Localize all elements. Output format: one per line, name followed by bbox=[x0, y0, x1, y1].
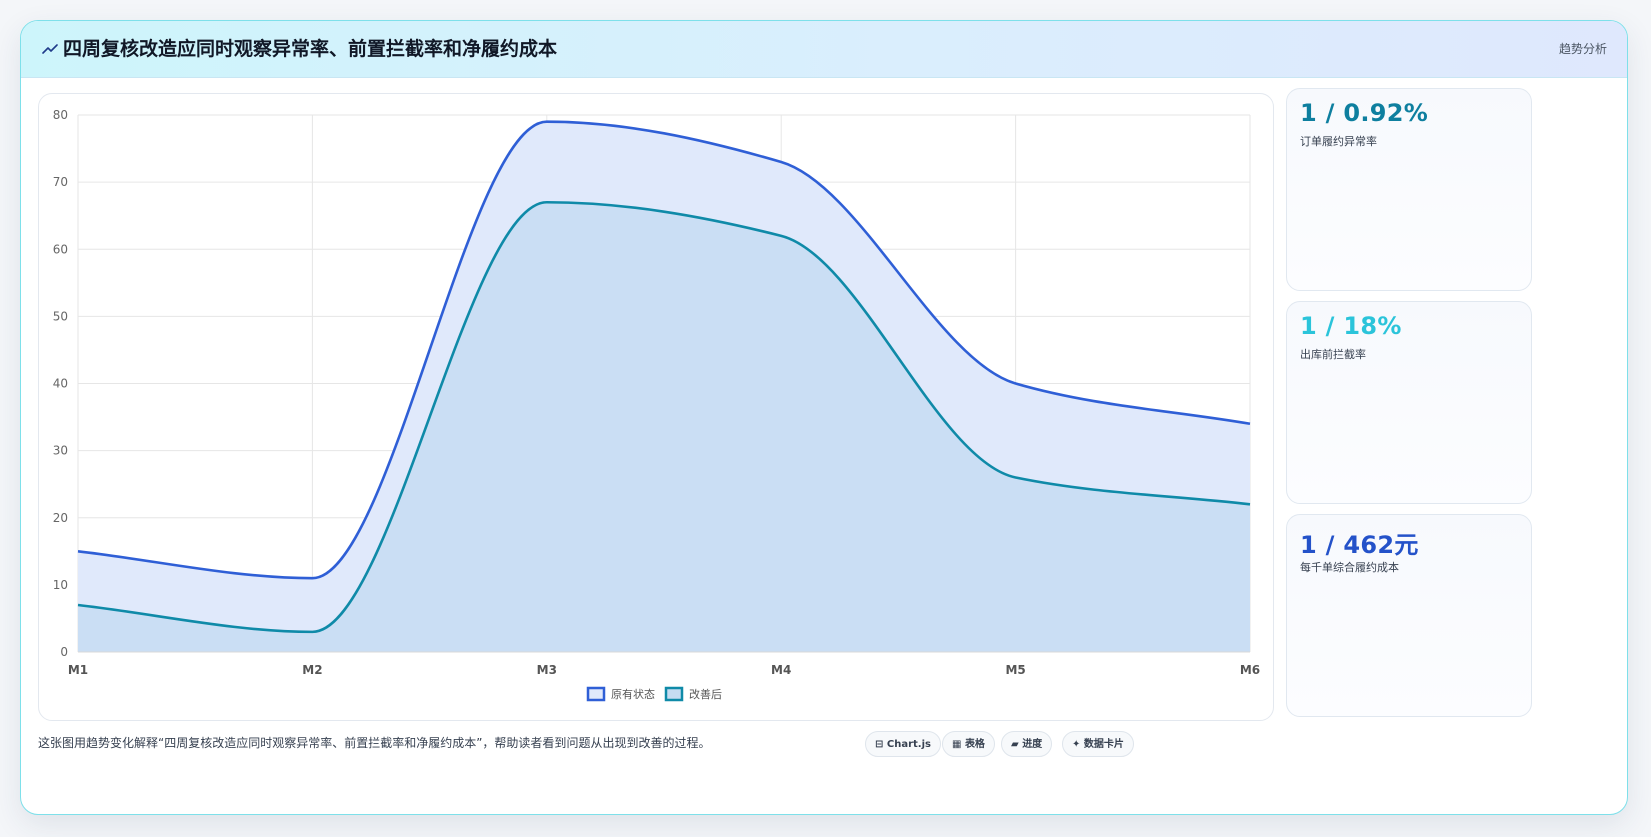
area-chart[interactable]: 0 10 20 30 40 50 60 70 80 M1 M2 M3 M4 M5 M6 原有状态 改善后 bbox=[39, 94, 1275, 722]
chart-panel: 0 10 20 30 40 50 60 70 80 M1 M2 M3 M4 M5 M6 原有状态 改善后 bbox=[38, 93, 1274, 721]
chip-table[interactable]: ▦ 表格 bbox=[942, 731, 995, 757]
table-icon: ▦ bbox=[952, 739, 962, 750]
chart-caption: 这张图用趋势变化解释“四周复核改造应同时观察异常率、前置拦截率和净履约成本”，帮… bbox=[38, 736, 711, 750]
legend-label-1: 原有状态 bbox=[611, 687, 655, 701]
series-line-2 bbox=[77, 200, 1251, 634]
chip-label: 进度 bbox=[1022, 739, 1043, 750]
progress-icon: ▰ bbox=[1011, 739, 1019, 750]
y-tick-label: 80 bbox=[53, 108, 68, 122]
kpi-value: 1 / 0.92% bbox=[1300, 99, 1429, 127]
series-line-1 bbox=[77, 120, 1251, 580]
sparkle-icon: ✦ bbox=[1072, 739, 1081, 750]
page-title: 四周复核改造应同时观察异常率、前置拦截率和净履约成本 bbox=[63, 38, 558, 60]
y-tick-label: 40 bbox=[53, 377, 68, 391]
trend-card: 四周复核改造应同时观察异常率、前置拦截率和净履约成本 趋势分析 0 10 20 30 4… bbox=[20, 20, 1628, 815]
y-tick-label: 70 bbox=[53, 175, 68, 189]
chip-progress[interactable]: ▰ 进度 bbox=[1001, 731, 1053, 757]
x-tick-label: M2 bbox=[302, 663, 322, 677]
kpi-card-fulfillment-cost: 1 / 462元 每千单综合履约成本 bbox=[1286, 514, 1532, 717]
legend-label-2: 改善后 bbox=[689, 687, 722, 701]
chip-data-card[interactable]: ✦ 数据卡片 bbox=[1062, 731, 1134, 757]
y-tick-label: 20 bbox=[53, 511, 68, 525]
chip-label: 数据卡片 bbox=[1083, 739, 1124, 750]
kpi-card-intercept-rate: 1 / 18% 出库前拦截率 bbox=[1286, 301, 1532, 504]
x-tick-label: M5 bbox=[1005, 663, 1025, 677]
x-tick-label: M3 bbox=[537, 663, 557, 677]
kpi-label: 出库前拦截率 bbox=[1300, 348, 1366, 361]
x-tick-label: M1 bbox=[68, 663, 88, 677]
y-tick-label: 0 bbox=[60, 645, 68, 659]
chip-label: 表格 bbox=[964, 739, 985, 750]
kpi-value: 1 / 18% bbox=[1300, 312, 1402, 340]
trend-line-icon bbox=[42, 44, 58, 54]
card-header: 四周复核改造应同时观察异常率、前置拦截率和净履约成本 趋势分析 bbox=[21, 21, 1627, 78]
y-tick-label: 10 bbox=[53, 578, 68, 592]
kpi-card-exception-rate: 1 / 0.92% 订单履约异常率 bbox=[1286, 88, 1532, 291]
legend-swatch-1 bbox=[586, 686, 606, 702]
y-tick-label: 50 bbox=[53, 309, 68, 323]
kpi-label: 每千单综合履约成本 bbox=[1300, 561, 1399, 574]
x-tick-label: M4 bbox=[771, 663, 791, 677]
y-tick-label: 30 bbox=[53, 444, 68, 458]
series-area-2 bbox=[78, 202, 1250, 652]
kpi-label: 订单履约异常率 bbox=[1300, 135, 1377, 148]
chart-icon: ⊟ bbox=[875, 739, 884, 750]
chip-chartjs[interactable]: ⊟ Chart.js bbox=[865, 731, 941, 757]
y-tick-label: 60 bbox=[53, 242, 68, 256]
analysis-tag: 趋势分析 bbox=[1558, 42, 1607, 56]
chip-label: Chart.js bbox=[886, 739, 931, 750]
x-tick-label: M6 bbox=[1240, 663, 1260, 677]
legend-swatch-2 bbox=[664, 686, 684, 702]
kpi-value: 1 / 462元 bbox=[1300, 531, 1419, 559]
